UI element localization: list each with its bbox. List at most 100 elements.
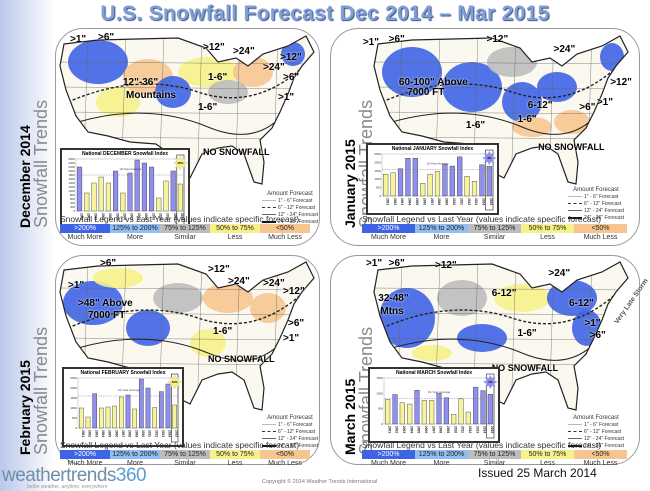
amount-forecast-legend: Amount Forecast 1" - 6" Forecast 6" - 12" … [262,190,318,225]
logo-number: 360 [115,465,147,486]
legend-category-label: Much Less [268,234,302,241]
map-label: 1-6" [517,328,537,339]
issued-date: Issued 25 March 2014 [478,466,597,480]
zone-much_less [203,283,253,313]
change-badge-starburst [482,374,498,390]
amount-forecast-label: 1" - 6" Forecast [584,421,619,428]
zone-less [96,87,140,117]
snowfall-zones [60,262,314,410]
bar-2009 [141,162,147,212]
x-tick-label: 2002 [94,213,98,220]
snowfall-zones [374,36,628,184]
map-label: >12" [486,34,509,45]
map-label: >12" [203,42,225,53]
month-name: December 2014 [17,125,33,228]
legend-swatch-less: 50% to 75% [210,224,260,233]
line-style-swatch [262,438,276,439]
x-tick-label: 2002 [88,430,92,437]
x-tick-label: 2015 [174,430,178,437]
legend-swatch-similar: 75% to 125% [160,224,210,233]
y-tick-label: 2200 [68,165,75,169]
legend-label-row: Much More More Similar Less Much Less [362,459,627,467]
x-tick-label: 2013 [173,213,177,220]
legend-category-label: Similar [483,460,506,467]
line-style-swatch [568,438,582,439]
x-tick-label: 2004 [408,198,412,205]
amount-forecast-item: 12" - 24" Forecast [262,435,318,442]
bar-2006 [421,400,427,425]
amount-forecast-label: 12" - 24" Forecast [584,207,624,214]
change-badge-starburst [173,155,188,171]
x-tick-label: 2010 [151,213,155,220]
zone-similar [437,280,487,316]
amount-forecast-label: 24" - 36" Forecast [584,214,624,221]
bar-2001 [78,407,84,429]
legend-swatch-much_less: <50% [260,450,310,459]
amount-forecast-label: 24" - 36" Forecast [584,442,624,449]
line-style-swatch [262,424,276,425]
bar-2007 [127,172,133,212]
bar-2015 [486,166,492,197]
zone-much_more [379,288,435,348]
x-tick-label: 2012 [166,213,170,220]
month-name: March 2015 [342,378,358,455]
bar-2006 [112,405,117,429]
zone-less [494,284,550,312]
map-label: 7000 FT [407,87,445,98]
bar-chart: 0 500 1000 1500 2000 2500 2001 2002 2003 2004 2005… [374,149,497,211]
amount-forecast-title: Amount Forecast [573,186,619,193]
x-tick-label: 2006 [424,426,428,433]
line-style-swatch [262,200,276,201]
x-tick-label: 2000 [79,213,83,220]
chart-title: National JANUARY Snowfall Index [391,146,474,152]
bar-2003 [98,176,104,212]
x-tick-label: 2004 [101,430,105,437]
y-tick-label: 2500 [374,152,381,156]
map-label: >6" [288,318,305,329]
x-tick-label: 2009 [445,198,449,205]
us-border [373,35,629,185]
legend-category-label: Much More [67,234,103,241]
bar-2010 [449,165,455,197]
x-tick-label: 2011 [461,426,465,433]
legend-label-row: Much More More Similar Less Much Less [362,233,627,241]
amount-forecast-item: 24" - 36" Forecast [262,442,318,449]
logo-text: weathertrends [2,465,116,486]
x-tick-label: 2005 [417,426,421,433]
state-line [60,61,314,65]
state-line [374,312,628,316]
map-label: 1-6" [213,326,233,337]
amount-forecast-label: 1" - 6" Forecast [278,197,313,204]
bar-2003 [397,168,404,197]
bar-2007 [427,173,433,197]
bar-2011 [458,398,464,425]
change-badge-text: 4% [487,156,492,160]
bar-2001 [383,173,389,197]
trends-label: Snowfall Trends [31,326,51,455]
bar-2012 [163,180,169,212]
snowfall-legend: Snowfall Legend vs Last Year (values ind… [362,214,627,241]
legend-swatch-less: 50% to 75% [521,450,574,459]
x-tick-label: 2014 [180,213,184,220]
y-tick-label: 1200 [68,185,75,189]
x-tick-label: 2004 [108,213,112,220]
bar-2002 [390,172,396,197]
x-tick-label: 2012 [467,198,471,205]
snowfall-legend: Snowfall Legend vs Last Year (values ind… [362,440,627,467]
y-tick-label: 1500 [374,169,381,173]
map-label: 6-12" [527,100,553,111]
legend-swatch-much_less: <50% [574,224,627,233]
map-label: 32-48" [378,293,409,304]
forecast-highlight [486,373,495,439]
y-tick-label: 1800 [68,173,75,177]
change-badge-text: 49% [172,380,178,384]
state-line [374,111,628,115]
line-style-swatch [568,444,582,447]
x-tick-label: 2012 [468,426,472,433]
bar-chart: 0200400600800100012001400160018002000220… [68,154,188,226]
x-tick-label: 2011 [159,213,163,220]
x-tick-label: 2009 [144,213,148,220]
bar-2008 [434,171,441,197]
bar-2004 [99,407,104,429]
legend-swatch-more: 125% to 200% [415,224,468,233]
